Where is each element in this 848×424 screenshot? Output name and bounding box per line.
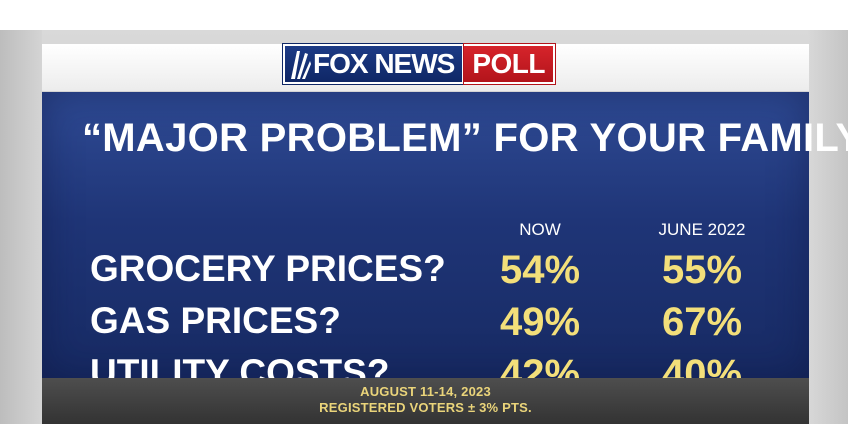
result-row: GROCERY PRICES? 54% 55%	[42, 248, 809, 300]
value-june-2022: 67%	[661, 300, 743, 344]
value-now: 49%	[499, 300, 581, 344]
broadcast-graphic: FOX NEWS POLL “MAJOR PROBLEM” FOR YOUR F…	[0, 30, 848, 424]
fox-news-text: FOX NEWS	[313, 48, 455, 79]
poll-footer: AUGUST 11-14, 2023 REGISTERED VOTERS ± 3…	[42, 378, 809, 424]
value-now: 54%	[499, 248, 581, 292]
column-header-now: NOW	[519, 220, 561, 239]
poll-sample-note: REGISTERED VOTERS ± 3% PTS.	[319, 400, 532, 415]
poll-results-panel: “MAJOR PROBLEM” FOR YOUR FAMILY: NOW JUN…	[42, 92, 848, 396]
background-right-edge	[808, 30, 848, 424]
value-june-2022: 55%	[661, 248, 743, 292]
searchlight-beams-icon	[291, 51, 311, 79]
background-left-edge	[0, 30, 42, 424]
column-header-june-2022: JUNE 2022	[658, 220, 746, 239]
poll-text: POLL	[472, 48, 546, 79]
poll-question-title: “MAJOR PROBLEM” FOR YOUR FAMILY:	[82, 116, 848, 160]
poll-wordmark: POLL	[464, 44, 556, 84]
fox-news-wordmark: FOX NEWS	[283, 44, 465, 84]
fox-news-poll-logo: FOX NEWS POLL	[283, 44, 556, 84]
poll-dates: AUGUST 11-14, 2023	[360, 384, 491, 399]
row-label: GROCERY PRICES?	[90, 248, 446, 289]
row-label: GAS PRICES?	[90, 300, 341, 341]
result-row: GAS PRICES? 49% 67%	[42, 300, 809, 352]
